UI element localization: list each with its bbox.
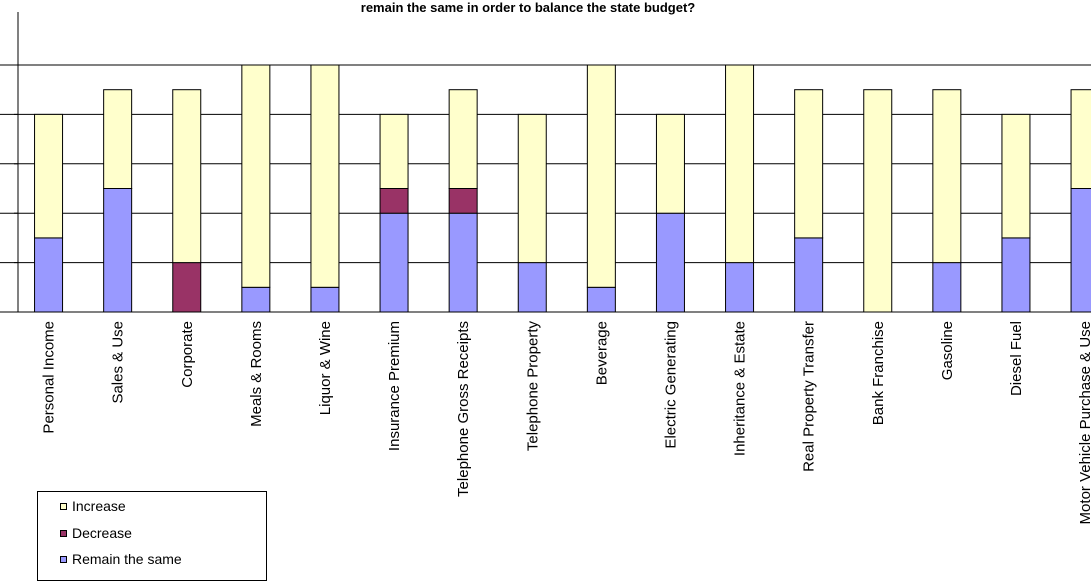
bar-segment-increase [586, 64, 616, 288]
bar-segment-increase [517, 113, 547, 264]
bar-segment-increase [34, 113, 64, 239]
legend-label-remain: Remain the same [72, 551, 182, 567]
bar-segment-remain-the-same [448, 212, 478, 313]
bar-segment-increase [1070, 89, 1091, 189]
bar-segment-decrease [448, 188, 478, 214]
legend-label-decrease: Decrease [72, 525, 132, 541]
x-tick-label: Telephone Gross Receipts [455, 321, 472, 497]
axes [14, 12, 19, 313]
bars [34, 64, 1091, 313]
x-tick-label: Beverage [593, 321, 610, 385]
legend: Increase Decrease Remain the same [37, 491, 267, 581]
x-tick-label: Meals & Rooms [248, 321, 265, 427]
stacked-bar-chart: remain the same in order to balance the … [0, 0, 1091, 525]
bar-segment-remain-the-same [310, 286, 340, 313]
bar-segment-increase [863, 89, 893, 313]
bar-segment-remain-the-same [794, 237, 824, 313]
bar-segment-remain-the-same [379, 212, 409, 313]
x-tick-labels: Personal Income Sales & Use Corporate Meals… [41, 321, 1091, 525]
bar-segment-remain-the-same [241, 286, 271, 313]
bar-segment-increase [172, 89, 202, 264]
bar-segment-remain-the-same [1001, 237, 1031, 313]
legend-item-remain: Remain the same [60, 550, 182, 568]
bar-segment-increase [103, 89, 133, 189]
bar-segment-remain-the-same [517, 262, 547, 313]
bar-segment-increase [310, 64, 340, 288]
bar-segment-remain-the-same [103, 188, 133, 313]
bar-segment-remain-the-same [655, 212, 685, 313]
legend-item-decrease: Decrease [60, 524, 132, 542]
bar-segment-increase [379, 113, 409, 189]
bar-segment-decrease [379, 188, 409, 214]
x-tick-label: Bank Franchise [870, 321, 887, 425]
bar-segment-increase [932, 89, 962, 264]
x-tick-label: Inheritance & Estate [732, 321, 749, 456]
legend-swatch-increase [60, 502, 67, 510]
x-tick-label: Sales & Use [110, 321, 127, 404]
bar-segment-remain-the-same [34, 237, 64, 313]
bar-segment-remain-the-same [586, 286, 616, 313]
x-tick-label: Insurance Premium [386, 321, 403, 451]
bar-segment-increase [725, 64, 755, 264]
bar-segment-remain-the-same [932, 262, 962, 313]
chart-title: remain the same in order to balance the … [361, 0, 696, 15]
x-tick-label: Liquor & Wine [317, 321, 334, 415]
bar-segment-remain-the-same [1070, 188, 1091, 313]
bar-segment-decrease [172, 262, 202, 313]
x-tick-label: Telephone Property [524, 321, 541, 452]
x-tick-label: Real Property Transfer [801, 321, 818, 472]
bar-segment-increase [794, 89, 824, 239]
bar-segment-increase [1001, 113, 1031, 239]
legend-swatch-decrease [60, 529, 67, 537]
x-tick-label: Electric Generating [662, 321, 679, 449]
legend-swatch-remain [60, 555, 67, 563]
bar-segment-increase [241, 64, 271, 288]
x-tick-label: Gasoline [939, 321, 956, 380]
bar-segment-increase [448, 89, 478, 189]
bar-segment-remain-the-same [725, 262, 755, 313]
x-tick-label: Diesel Fuel [1008, 321, 1025, 396]
x-tick-label: Personal Income [41, 321, 58, 434]
legend-label-increase: Increase [72, 498, 126, 514]
x-tick-label: Corporate [179, 321, 196, 388]
x-tick-label: Motor Vehicle Purchase & Use [1077, 321, 1091, 524]
bar-segment-increase [655, 113, 685, 214]
legend-item-increase: Increase [60, 497, 126, 515]
